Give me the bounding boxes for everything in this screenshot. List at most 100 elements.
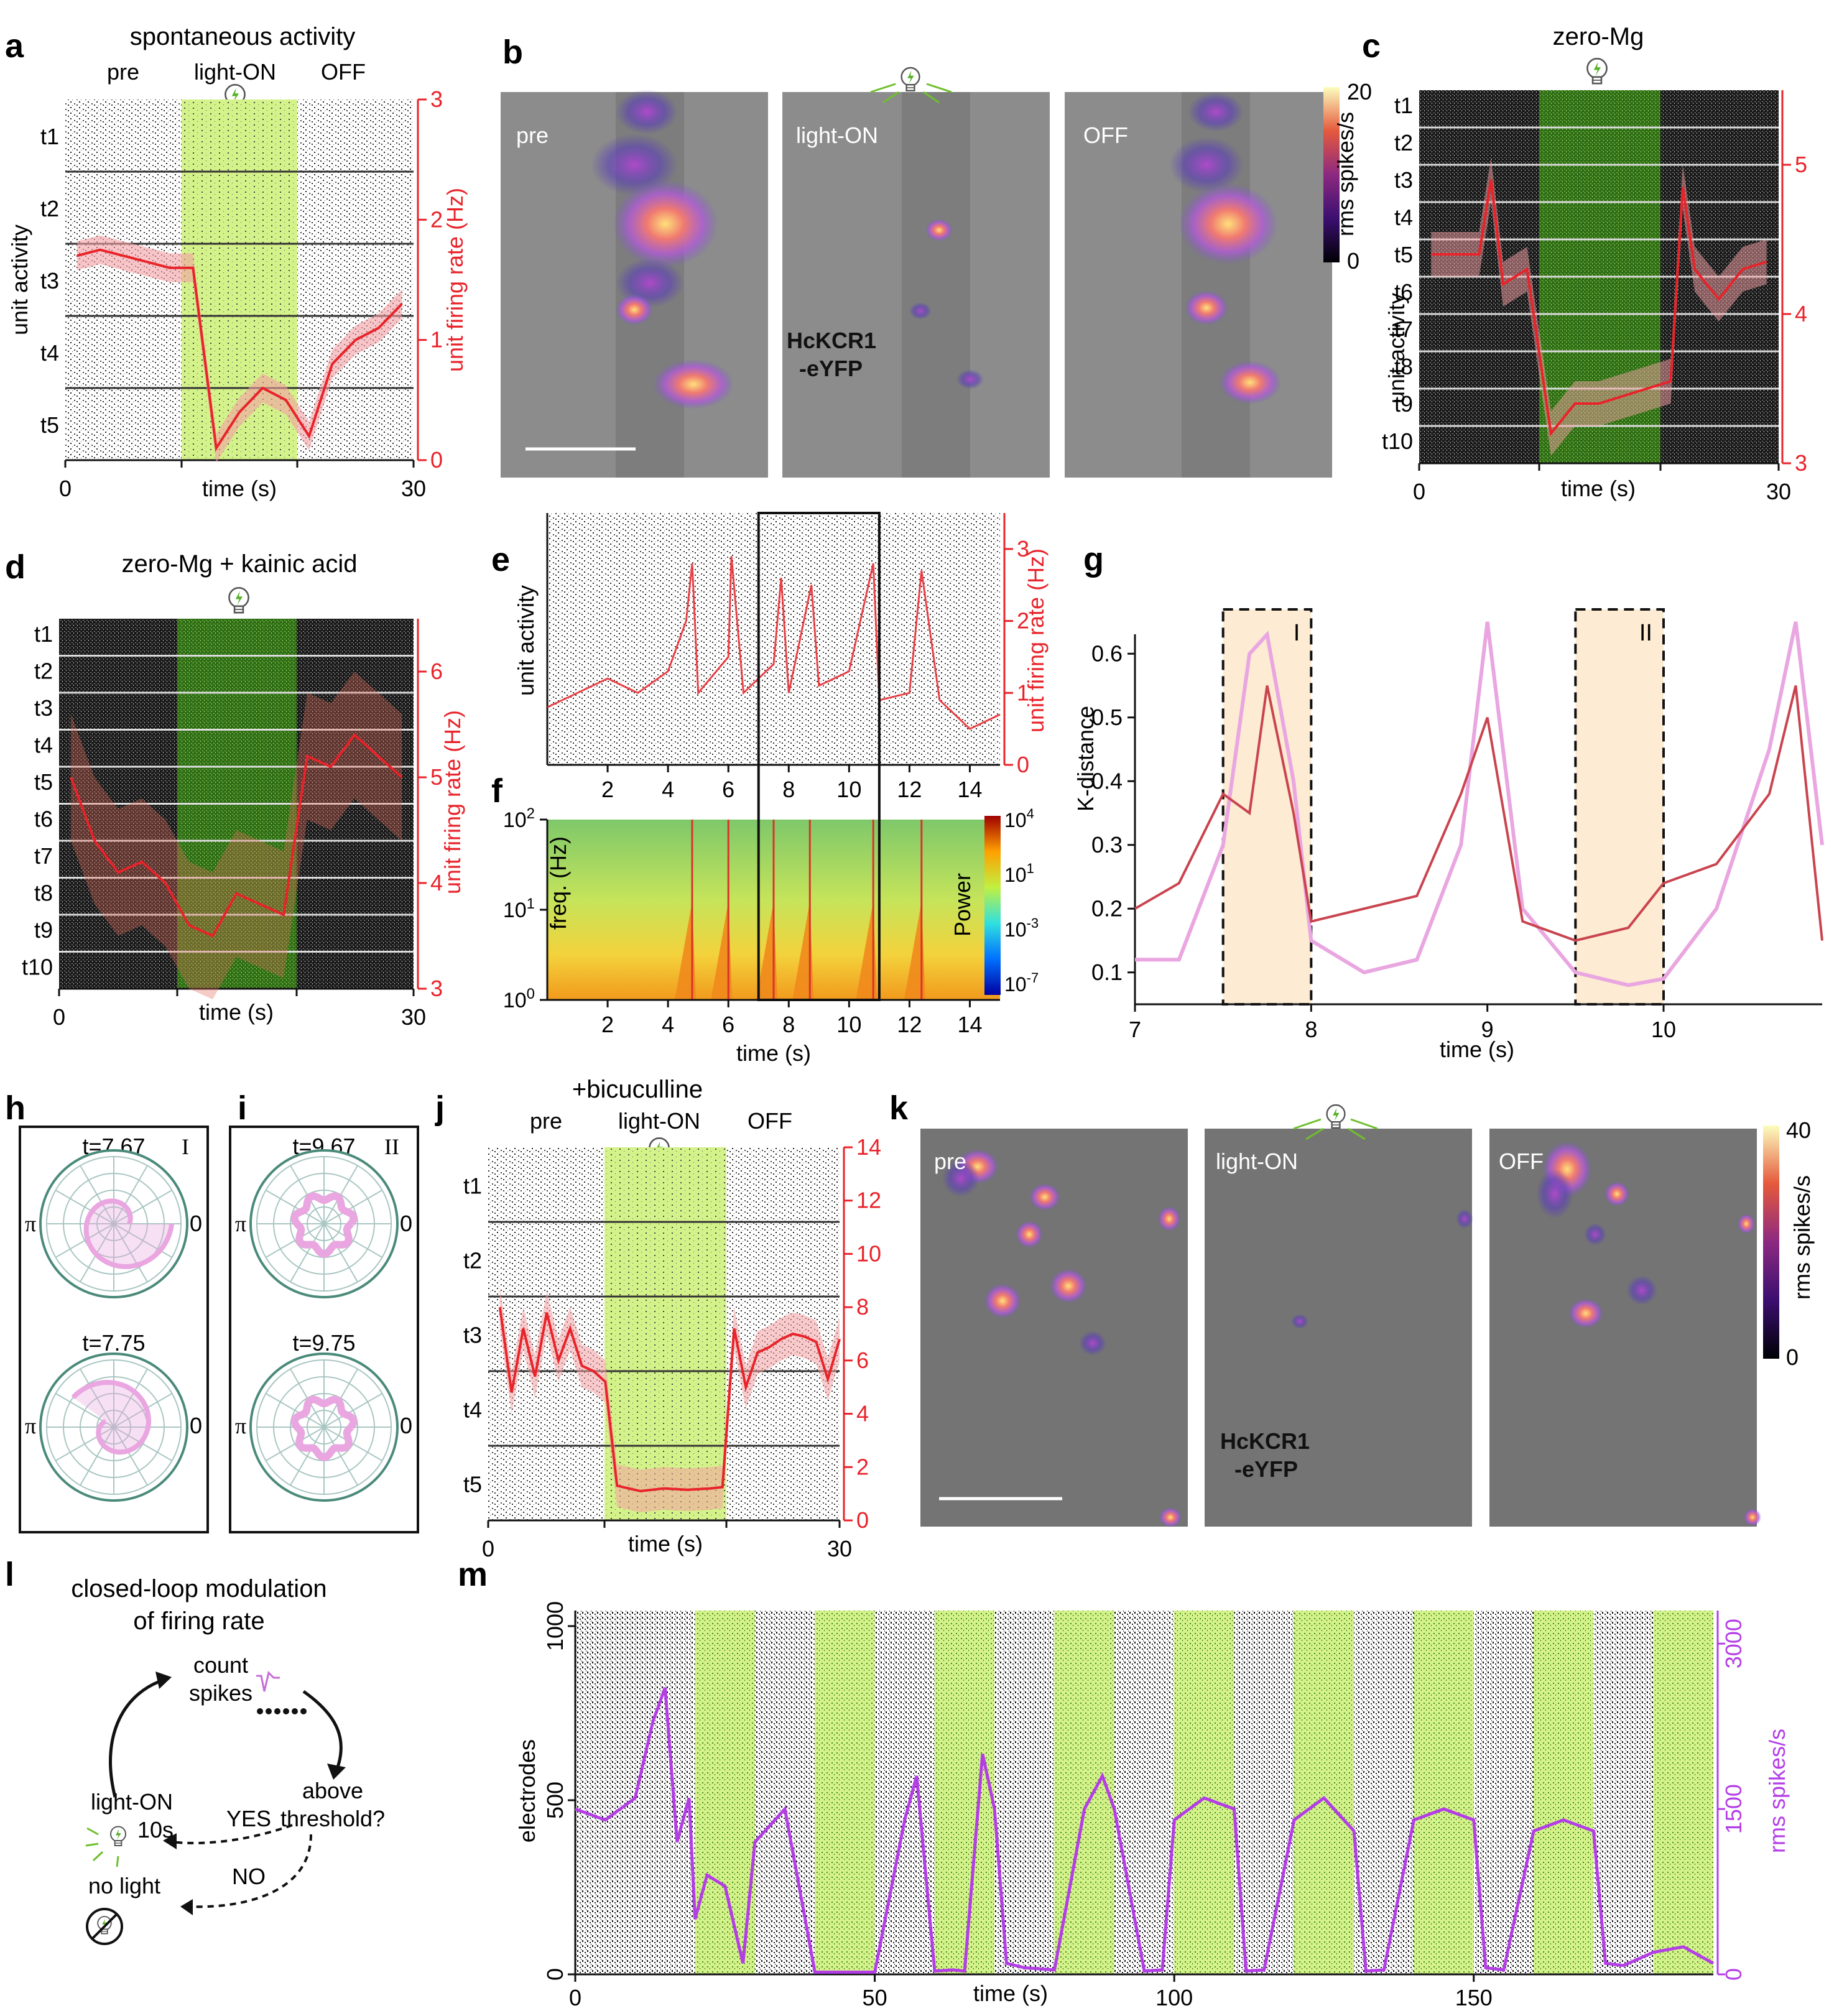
x-axis-ticks: 7 8 9 10 <box>1129 1004 1676 1042</box>
row-label-t4: t4 <box>40 340 59 366</box>
angle-label-zero-bottom: 0 <box>400 1413 412 1438</box>
x-tick-label-12: 12 <box>897 777 922 802</box>
row-label-t1: t1 <box>40 124 59 149</box>
lightbulb-icon <box>1326 1104 1346 1129</box>
y-tick-label-2: 2 <box>856 1454 869 1479</box>
construct-line-1: HcKCR1 <box>787 328 876 353</box>
x-tick-label-2: 2 <box>601 777 614 802</box>
panel-letter-i: i <box>238 1089 247 1127</box>
y-axis-label-left: electrodes <box>514 1739 540 1843</box>
panel-a: spontaneous activity pre light-ON OFF t1… <box>7 23 468 501</box>
rate-band <box>1431 157 1767 456</box>
light-on-period <box>934 1611 995 1974</box>
row-label-t9: t9 <box>1394 391 1413 417</box>
condition-off: OFF <box>321 59 366 85</box>
row-label-t10: t10 <box>1382 428 1413 454</box>
spike-waveform-icon <box>256 1671 280 1692</box>
x-tick-label-50: 50 <box>863 1985 887 2010</box>
rate-band <box>499 1285 840 1513</box>
panel-letter-g: g <box>1083 541 1104 578</box>
panel-letter-m: m <box>458 1556 488 1593</box>
x-tick-label-8: 8 <box>782 777 795 802</box>
y-tick-label-0: 0 <box>542 1968 568 1981</box>
y-tick-label-0.2: 0.2 <box>1091 895 1123 921</box>
row-labels: t1 t2 t3 t4 t5 <box>463 1173 482 1497</box>
rate-line <box>498 1306 841 1492</box>
y-tick-label-10: 10 <box>856 1241 881 1266</box>
angle-label-pi-top: π <box>235 1211 246 1236</box>
x-axis-label: time (s) <box>736 1040 811 1066</box>
row-label-t2: t2 <box>34 658 53 683</box>
polar-plot-top <box>249 1149 399 1298</box>
y-tick-label-0.3: 0.3 <box>1091 832 1123 858</box>
light-on-periods <box>695 1611 1713 1974</box>
colorbar-ticks: 104 101 10-3 10-7 <box>1004 806 1039 996</box>
spectral-burst <box>904 902 925 1000</box>
x-tick-label-0: 0 <box>569 1985 581 2010</box>
right-axis-ticks: 0 2 4 6 8 10 12 14 <box>844 1134 881 1533</box>
light-on-period <box>1294 1611 1354 1974</box>
raster-plot <box>575 1611 1713 1974</box>
panel-c: zero-Mg t1 t2 t3 t4 t5 t6 t7 t8 t9 t10 0 30 time … <box>1382 23 1807 504</box>
row-label-t1: t1 <box>1394 93 1413 118</box>
y-tick-label-0.1: 0.1 <box>1091 959 1123 985</box>
y-axis-label-left: unit activity <box>513 585 539 696</box>
polar-plot-bottom <box>39 1352 188 1502</box>
row-label-t3: t3 <box>34 695 53 721</box>
y-tick-label-3: 3 <box>1795 450 1807 476</box>
spectral-burst <box>711 902 733 1000</box>
panel-j-title: +bicuculline <box>572 1076 703 1103</box>
image-light-on: light-ON HcKCR1 -eYFP <box>782 67 1050 478</box>
diagram-title-line-2: of firing rate <box>133 1607 264 1635</box>
x-axis-label: time (s) <box>202 476 277 501</box>
angle-label-zero-bottom: 0 <box>190 1413 202 1438</box>
x-tick-label-12: 12 <box>897 1012 922 1037</box>
row-label-t4: t4 <box>1394 205 1413 230</box>
colorbar-label: Power <box>950 873 975 936</box>
panel-letter-d: d <box>5 548 25 586</box>
k-distance-series-2 <box>1135 621 1824 987</box>
colorbar-tick-label: 104 <box>1004 806 1034 831</box>
step-threshold: threshold? <box>280 1806 385 1831</box>
row-label-t4: t4 <box>34 732 53 757</box>
polar-spoke <box>55 1190 173 1258</box>
colorbar-tick-max: 40 <box>1786 1117 1811 1143</box>
y-axis-label-right: unit firing rate (Hz) <box>440 710 465 894</box>
y-tick-label-3: 3 <box>1017 536 1029 562</box>
panel-h: I t=7.67 t=7.75 π 0 π 0 <box>19 1126 209 1533</box>
right-axis-ticks: 0 1 2 3 <box>1004 536 1029 777</box>
panel-g: I II 7 8 9 10 0.10.20.30.40.50.6 K-distance … <box>1073 608 1824 1062</box>
row-label-t2: t2 <box>463 1247 482 1273</box>
light-on-period <box>1534 1611 1594 1974</box>
image-off: OFF <box>1065 92 1332 478</box>
window-shade <box>1575 609 1664 1004</box>
panel-a-title: spontaneous activity <box>130 23 355 50</box>
polar-distribution <box>290 1395 358 1461</box>
image-label-pre: pre <box>934 1149 966 1174</box>
y-tick-label-8: 8 <box>856 1294 869 1320</box>
x-tick-0: 0 <box>482 1536 494 1561</box>
rate-line <box>70 733 403 938</box>
y-axis-ticks: 0.1 0.2 0.3 0.4 0.5 0.6 <box>1091 640 1135 985</box>
row-label-t1: t1 <box>34 621 53 647</box>
lightbulb-icon <box>1586 57 1608 85</box>
colorbar-tick-label: 10-7 <box>1004 970 1039 996</box>
condition-off: OFF <box>748 1108 792 1134</box>
panel-d-title: zero-Mg + kainic acid <box>121 550 357 578</box>
construct-line-2: -eYFP <box>799 356 863 381</box>
no-arrow <box>186 1834 312 1908</box>
row-label-t5: t5 <box>34 769 53 795</box>
angle-label-zero-top: 0 <box>400 1211 412 1236</box>
spectral-burst <box>856 902 877 1000</box>
polar-distribution <box>71 1379 152 1455</box>
panel-j: +bicuculline pre light-ON OFF t1 t2 t3 t4 t5… <box>463 1076 881 1561</box>
panel-letters: a b c d e f g h i j k l m <box>5 27 1381 1593</box>
y-axis-label-right: rms spikes/s <box>1764 1729 1790 1853</box>
row-label-t4: t4 <box>463 1397 482 1422</box>
row-label-t2: t2 <box>1394 130 1413 155</box>
polar-spoke <box>55 1393 173 1461</box>
y-axis-label-right: unit firing rate (Hz) <box>1023 548 1049 733</box>
branch-no: NO <box>232 1864 266 1889</box>
image-label-pre: pre <box>516 123 549 148</box>
